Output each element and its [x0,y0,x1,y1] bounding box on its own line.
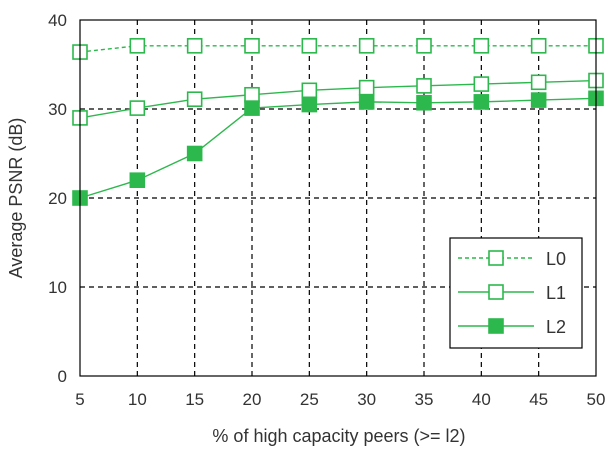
y-tick-label: 0 [58,367,67,386]
legend-label-l1: L1 [546,283,566,303]
y-tick-label: 20 [48,189,67,208]
data-point-l1 [530,74,547,91]
series-layer [72,38,604,206]
data-point-l2 [129,172,146,188]
x-tick-label: 35 [415,390,434,409]
data-point-l2 [301,96,318,113]
data-point-l0 [530,38,547,54]
series-l1 [72,72,604,126]
legend: L0 L1 L2 [449,237,583,349]
data-point-l1 [416,78,432,94]
x-tick-label: 30 [357,390,376,409]
data-point-l1 [473,76,490,92]
data-point-l0 [301,38,318,54]
data-point-l1 [301,82,318,99]
x-tick-label: 25 [300,390,319,409]
data-point-l2 [530,92,547,108]
grid-layer [80,20,596,376]
legend-marker-l0 [488,250,504,266]
data-point-l2 [473,94,490,110]
data-point-l2 [358,94,375,110]
series-l0 [72,38,604,60]
data-point-l2 [416,94,432,111]
x-axis-label: % of high capacity peers (>= l2) [212,426,465,446]
series-line-l2 [79,97,597,199]
y-tick-label: 10 [48,278,67,297]
data-point-l0 [244,38,260,54]
data-point-l1 [244,86,260,103]
axis-layer: 5 10 15 20 25 30 35 40 45 50 0 10 20 30 40 [48,11,605,409]
x-tick-label: 45 [529,390,548,409]
data-point-l1 [358,79,375,96]
data-point-l2 [186,145,203,162]
series-l2 [72,90,604,206]
legend-label-l0: L0 [546,249,566,269]
legend-label-l2: L2 [546,317,566,337]
x-tick-label: 40 [472,390,491,409]
data-point-l0 [186,38,203,54]
data-point-l0 [473,38,490,54]
x-tick-label: 10 [128,390,147,409]
plot-frame [79,19,597,377]
data-point-l1 [129,100,146,116]
legend-marker-l1 [488,284,504,300]
data-point-l2 [244,100,260,116]
y-tick-label: 30 [48,100,67,119]
x-tick-label: 15 [185,390,204,409]
y-axis-label: Average PSNR (dB) [6,118,26,279]
data-point-l0 [129,38,146,54]
legend-marker-l2 [488,318,504,334]
series-line-l0 [79,45,596,53]
y-tick-label: 40 [48,11,67,30]
data-point-l0 [358,38,375,54]
series-line-l1 [79,79,597,119]
data-point-l0 [416,38,432,54]
legend-box [449,237,583,349]
data-point-l1 [186,91,203,108]
x-tick-label: 5 [75,390,84,409]
x-tick-label: 50 [587,390,606,409]
x-tick-label: 20 [243,390,262,409]
